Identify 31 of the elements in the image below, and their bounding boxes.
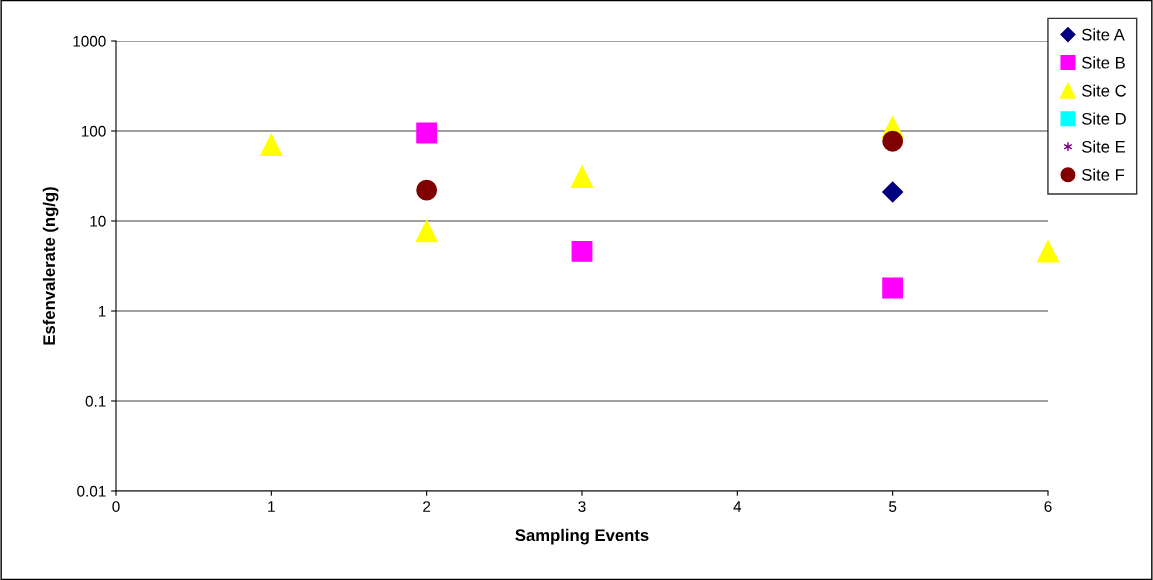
point	[415, 220, 438, 243]
legend-label: Site A	[1082, 28, 1125, 41]
y-tick-label: 1	[98, 306, 106, 317]
point	[260, 133, 283, 157]
x-tick-label: 5	[889, 501, 897, 512]
point	[416, 122, 438, 144]
point	[1036, 240, 1060, 263]
legend-label: Site F	[1082, 168, 1125, 181]
y-tick-label: 1000	[73, 35, 106, 47]
legend-label: Site B	[1082, 56, 1125, 69]
point	[882, 277, 904, 299]
y-tick-label: 0.1	[85, 395, 106, 407]
y-tick-label: 100	[81, 125, 106, 137]
x-tick-label: 2	[423, 501, 431, 512]
x-axis-title: Sampling Events	[515, 528, 649, 545]
x-tick-label: 4	[733, 501, 742, 512]
y-tick-label: 10	[90, 215, 106, 227]
legend-label: Site D	[1082, 112, 1126, 125]
legend-label: Site C	[1082, 84, 1127, 97]
x-tick-label: 1	[268, 501, 275, 512]
x-tick-label: 3	[578, 501, 586, 512]
point	[570, 165, 594, 188]
x-tick-label: 0	[112, 501, 120, 512]
point	[571, 240, 593, 262]
y-tick-label: 0.01	[77, 485, 106, 497]
point	[416, 179, 438, 201]
y-axis-title: Esfenvalerate (ng/g)	[42, 187, 59, 345]
point	[882, 181, 904, 203]
point	[882, 130, 904, 152]
legend-label: Site E	[1082, 140, 1126, 153]
x-tick-label: 6	[1044, 501, 1052, 512]
